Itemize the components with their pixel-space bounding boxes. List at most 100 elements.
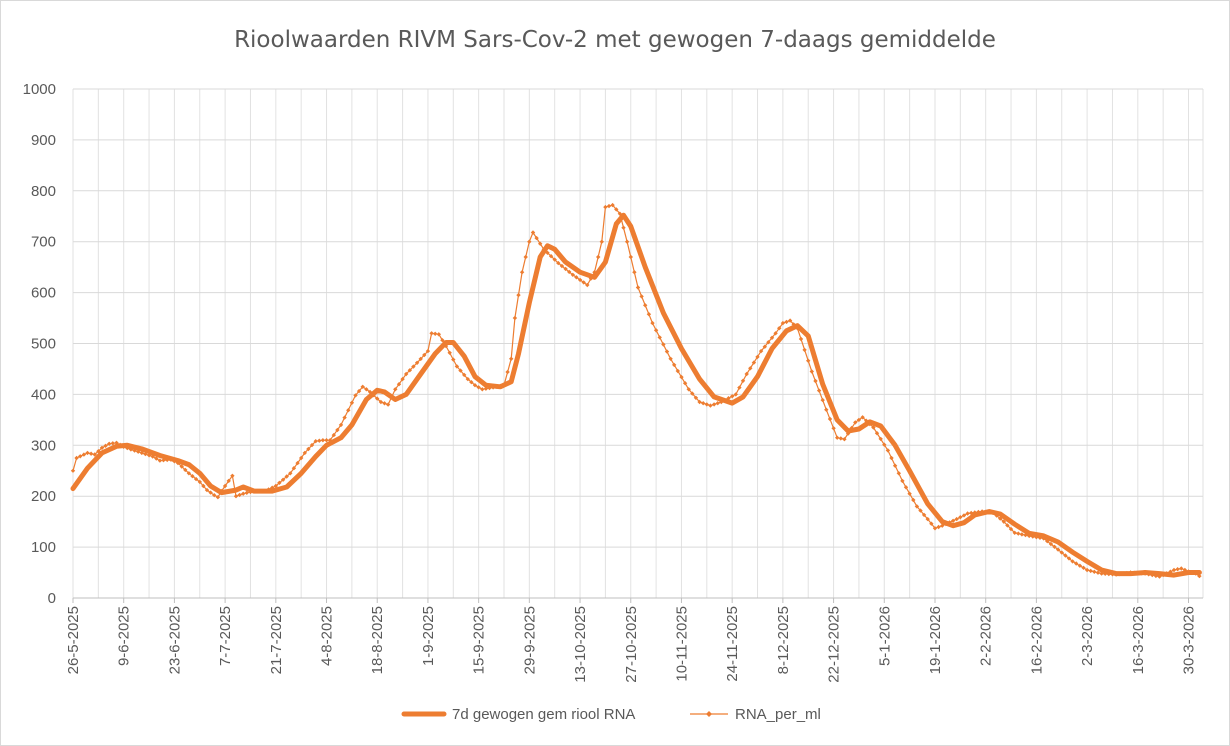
x-tick-label: 10-11-2025 <box>673 606 690 682</box>
data-point-marker <box>1059 550 1064 555</box>
data-point-marker <box>92 452 97 457</box>
series-layer <box>70 202 1202 579</box>
data-point-marker <box>1008 526 1014 532</box>
data-point-marker <box>288 471 293 476</box>
data-point-marker <box>299 455 304 461</box>
y-tick-label: 200 <box>31 488 56 505</box>
data-point-marker <box>708 403 713 408</box>
data-point-marker <box>346 408 351 413</box>
data-point-marker <box>1121 571 1126 576</box>
data-point-marker <box>396 382 402 387</box>
data-point-marker <box>961 513 967 518</box>
data-point-marker <box>154 456 159 461</box>
data-point-marker <box>295 460 300 466</box>
data-point-marker <box>538 241 543 246</box>
data-point-marker <box>621 225 626 230</box>
data-point-marker <box>882 442 887 447</box>
data-point-marker <box>512 315 518 321</box>
x-tick-label: 1-9-2025 <box>420 606 437 666</box>
data-point-marker <box>657 335 662 340</box>
data-point-marker <box>1139 571 1144 576</box>
data-point-marker <box>121 444 126 449</box>
legend-marker-rna-per-ml <box>706 711 712 717</box>
x-tick-label: 21-7-2025 <box>268 606 285 674</box>
y-tick-label: 0 <box>48 590 56 607</box>
data-point-marker <box>896 471 901 476</box>
data-point-marker <box>172 459 177 464</box>
data-point-marker <box>425 348 431 354</box>
data-point-marker <box>940 523 945 528</box>
data-point-marker <box>356 388 362 394</box>
data-point-marker <box>900 478 905 484</box>
data-point-marker <box>1005 523 1010 528</box>
data-point-marker <box>730 394 735 399</box>
data-point-marker <box>226 478 231 484</box>
data-point-marker <box>505 369 510 375</box>
x-tick-label: 2-2-2026 <box>978 606 995 666</box>
data-point-marker <box>690 391 695 396</box>
data-point-marker <box>1030 534 1035 539</box>
data-point-marker <box>136 449 141 454</box>
x-tick-label: 16-2-2026 <box>1028 606 1045 674</box>
data-point-marker <box>277 480 282 485</box>
data-point-marker <box>291 466 297 471</box>
legend: 7d gewogen gem riool RNA RNA_per_ml <box>401 706 821 723</box>
data-point-marker <box>284 474 289 479</box>
data-point-marker <box>976 509 981 515</box>
data-point-marker <box>1124 570 1130 576</box>
data-point-marker <box>375 396 380 401</box>
data-point-marker <box>132 448 137 453</box>
x-tick-label: 22-12-2025 <box>826 606 843 683</box>
data-point-marker <box>958 515 963 520</box>
data-point-marker <box>853 420 858 425</box>
data-point-marker <box>824 407 829 412</box>
data-point-marker <box>255 488 260 494</box>
x-tick-label: 24-11-2025 <box>724 606 741 682</box>
data-point-marker <box>186 471 192 476</box>
data-point-marker <box>860 415 865 420</box>
data-point-marker <box>143 451 148 457</box>
data-point-marker <box>650 320 655 326</box>
data-point-marker <box>530 230 536 235</box>
chart-title: Rioolwaarden RIVM Sars-Cov-2 met gewogen… <box>234 27 996 53</box>
data-point-marker <box>371 393 376 398</box>
data-point-marker <box>175 460 181 466</box>
data-point-marker <box>548 254 554 259</box>
data-point-marker <box>233 494 239 499</box>
data-point-marker <box>1189 570 1195 575</box>
series-markers-rna-per-ml <box>70 202 1202 579</box>
data-point-marker <box>921 512 927 518</box>
x-tick-label: 13-10-2025 <box>572 606 589 683</box>
data-point-marker <box>1012 530 1017 535</box>
data-point-marker <box>892 463 898 468</box>
data-point-marker <box>701 401 706 406</box>
series-line-rna-per-ml <box>72 204 1200 578</box>
y-tick-label: 800 <box>31 183 56 200</box>
data-point-marker <box>1175 567 1180 572</box>
y-tick-label: 100 <box>31 539 56 556</box>
data-point-marker <box>259 488 264 494</box>
data-point-marker <box>433 331 438 336</box>
x-axis-tick-labels: 26-5-2025 9-6-2025 23-6-2025 7-7-2025 21-7-2… <box>65 598 1198 683</box>
data-point-marker <box>624 239 630 244</box>
data-point-marker <box>954 516 959 522</box>
data-point-marker <box>632 270 637 275</box>
data-point-marker <box>313 439 318 444</box>
data-point-marker <box>519 270 525 275</box>
data-point-marker <box>215 495 221 500</box>
x-tick-label: 7-7-2025 <box>217 606 234 666</box>
data-point-marker <box>787 318 793 323</box>
data-point-marker <box>947 520 952 525</box>
data-point-marker <box>563 266 568 272</box>
data-point-marker <box>1088 568 1093 574</box>
data-point-marker <box>820 397 825 403</box>
data-point-marker <box>559 263 565 269</box>
data-point-marker <box>1157 574 1162 579</box>
data-point-marker <box>1146 572 1151 577</box>
data-point-marker <box>856 417 862 423</box>
data-point-marker <box>596 254 601 260</box>
data-point-marker <box>1164 571 1169 576</box>
data-point-marker <box>682 381 688 386</box>
data-point-marker <box>150 454 155 459</box>
data-point-marker <box>1103 571 1108 576</box>
